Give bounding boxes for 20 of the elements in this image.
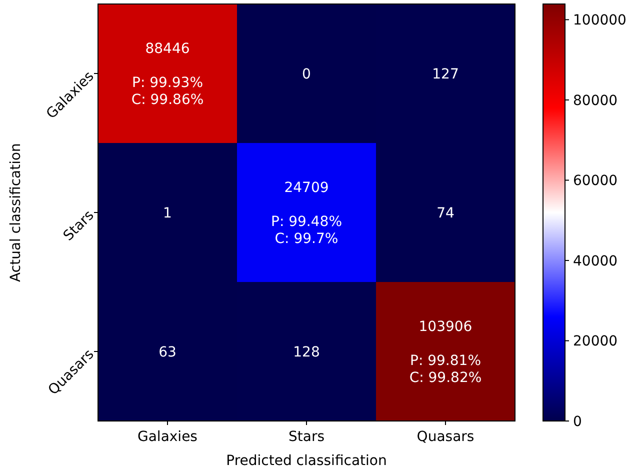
text: 88446 P: 99.93% C: 99.86% [131, 40, 204, 108]
data-label: 1 [163, 205, 172, 222]
data-label: 74 [436, 205, 454, 222]
y-axis-title: Actual classification [8, 143, 24, 282]
data-label: 128 [293, 344, 320, 360]
color-bar-label: 0 [573, 414, 582, 430]
text: 24709 P: 99.48% C: 99.7% [271, 180, 342, 247]
x-axis-title: Predicted classification [226, 453, 387, 469]
color-bar-label: 100000 [573, 12, 626, 29]
data-label: 127 [432, 66, 459, 82]
data-label: 63 [158, 344, 176, 360]
data-label: 0 [302, 66, 311, 82]
x-tick-label: Quasars [416, 429, 474, 445]
text: 103906 P: 99.81% C: 99.82% [409, 318, 482, 386]
color-bar-label: 20000 [573, 334, 618, 350]
color-bar-label: 80000 [573, 92, 618, 109]
color-bar-label: 60000 [573, 173, 618, 190]
x-tick-label: Stars [288, 429, 325, 445]
x-tick-label: Galaxies [138, 429, 198, 445]
color-bar-label: 40000 [573, 253, 618, 270]
